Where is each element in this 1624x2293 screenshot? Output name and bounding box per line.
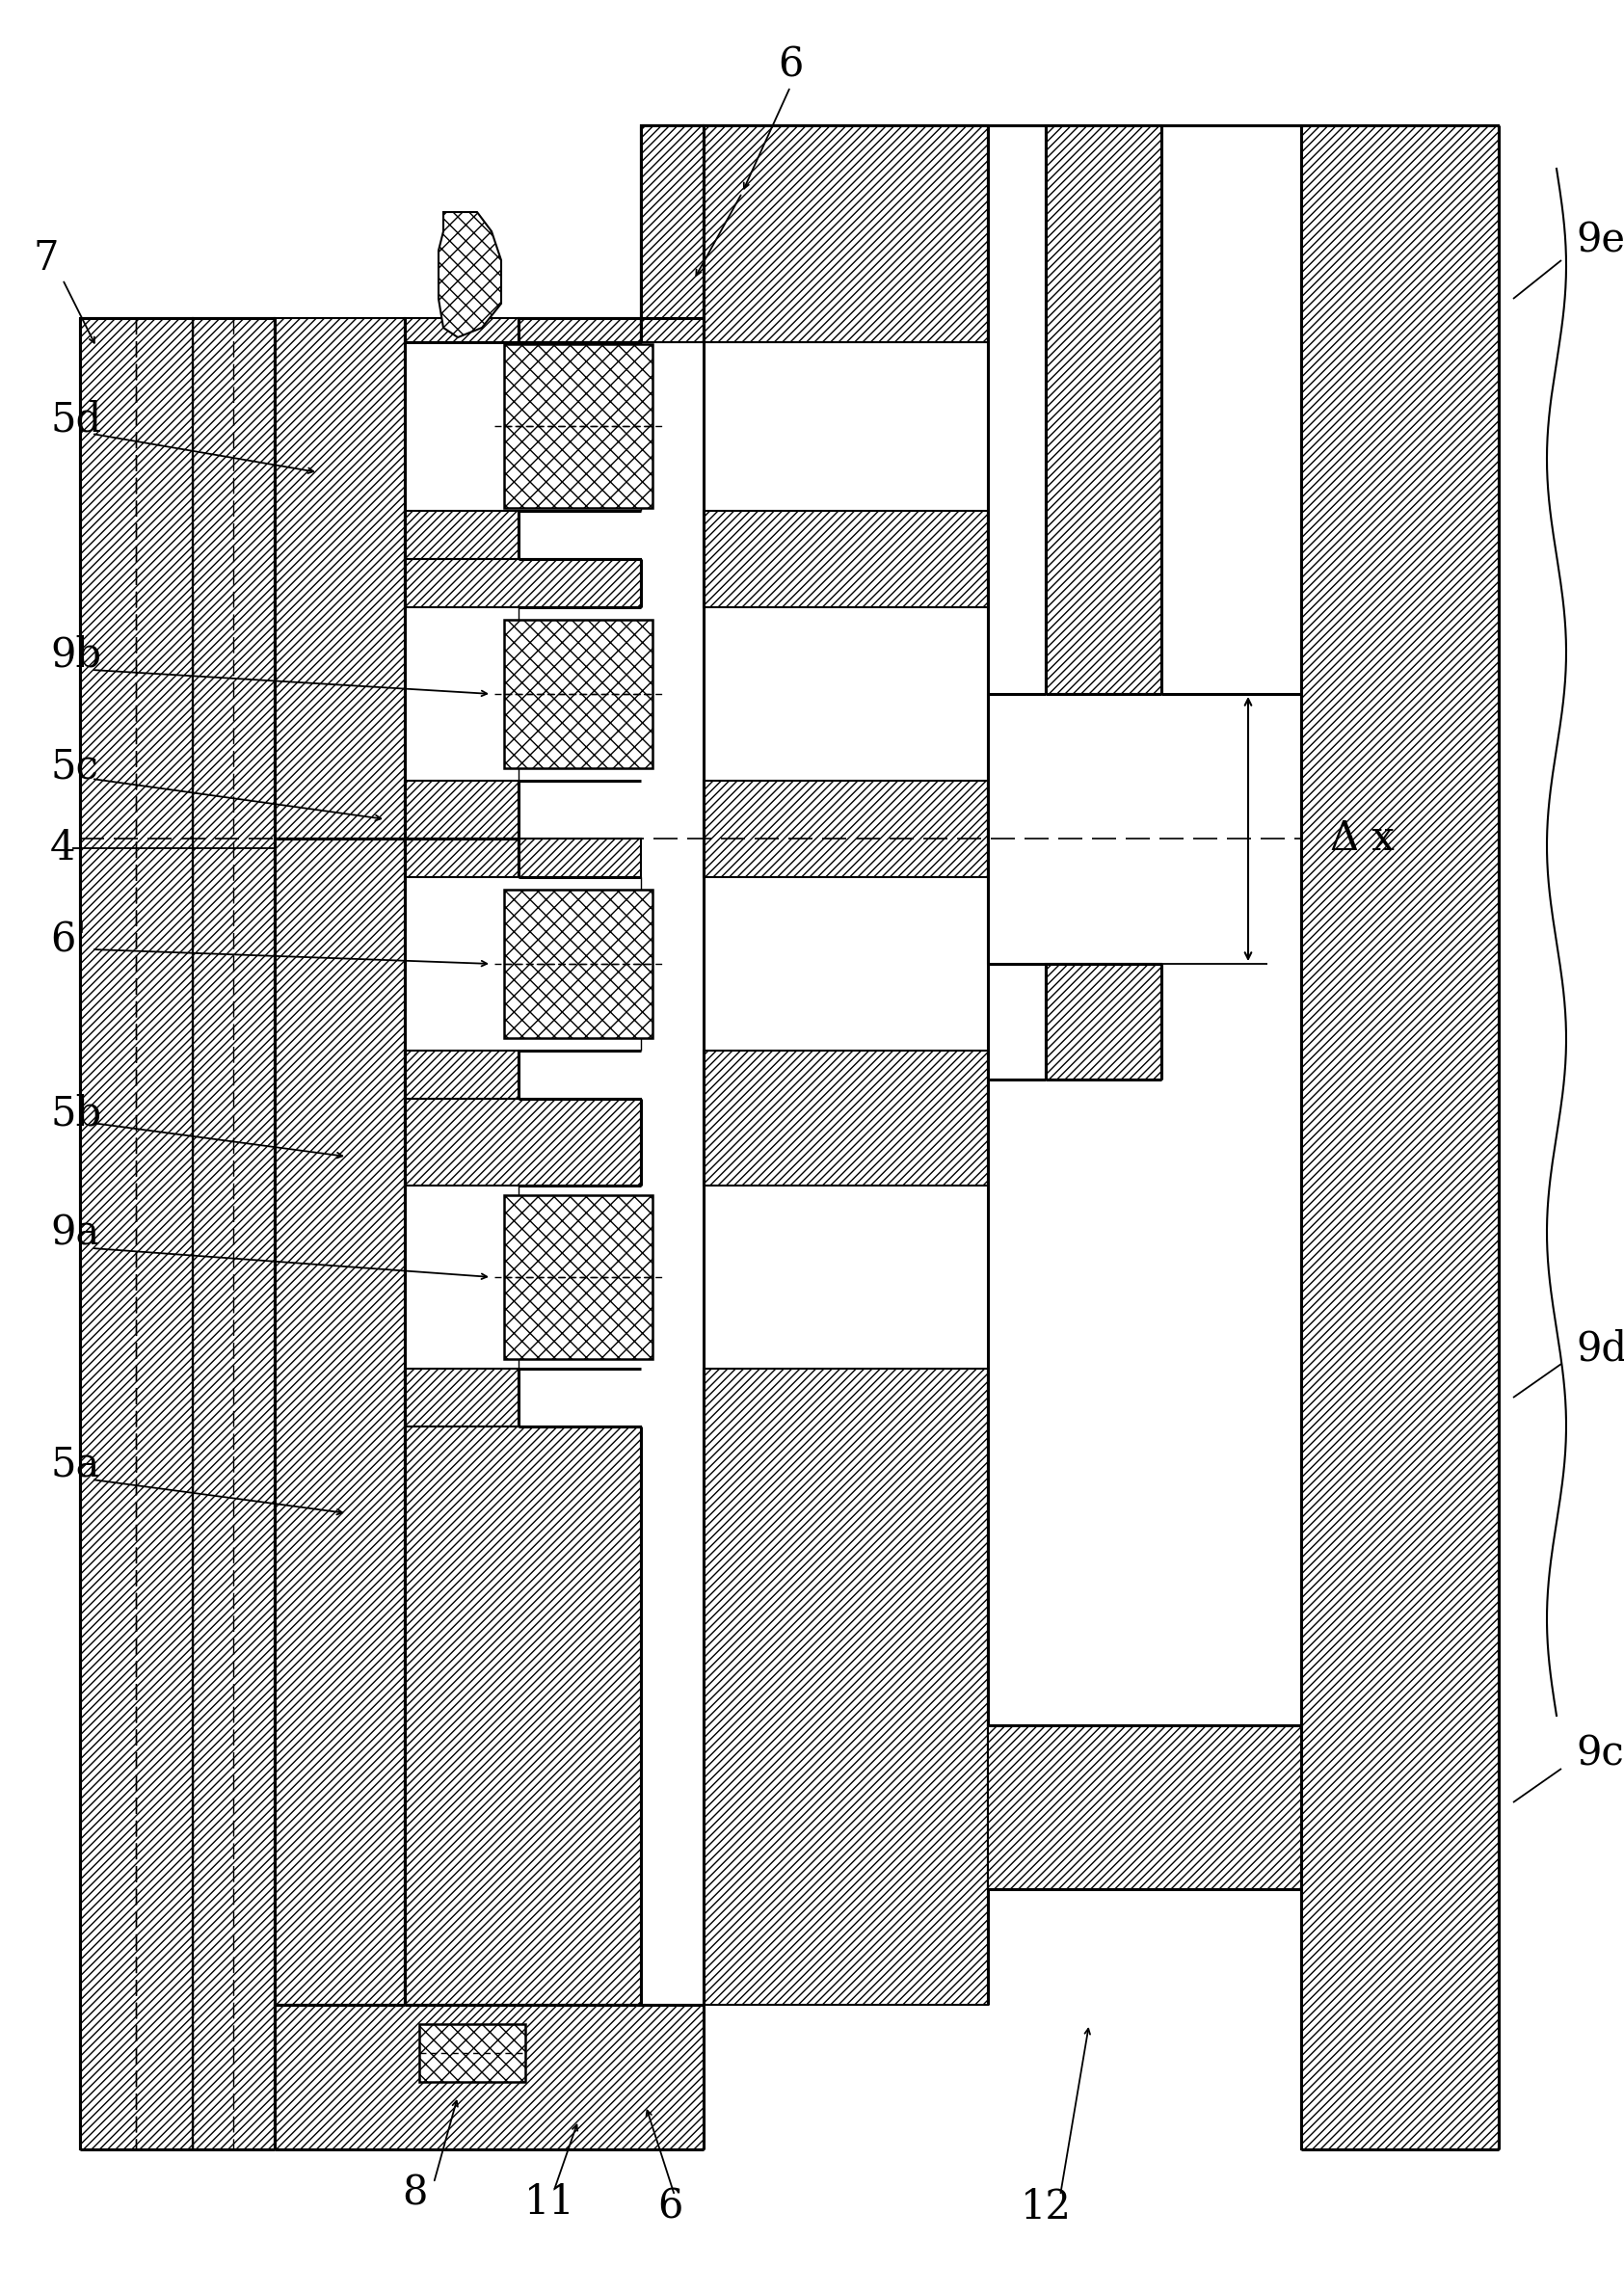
Polygon shape	[703, 511, 987, 608]
Text: 9d: 9d	[1575, 1330, 1624, 1369]
Polygon shape	[1301, 126, 1499, 2149]
Polygon shape	[518, 839, 641, 878]
Text: 5b: 5b	[50, 1094, 101, 1133]
Polygon shape	[404, 511, 518, 559]
Polygon shape	[503, 1195, 653, 1360]
Polygon shape	[503, 344, 653, 509]
Polygon shape	[703, 126, 987, 342]
Text: 5a: 5a	[50, 1445, 99, 1486]
Polygon shape	[987, 1724, 1301, 1889]
Polygon shape	[419, 2025, 525, 2082]
Polygon shape	[404, 780, 518, 839]
Polygon shape	[404, 1050, 518, 1098]
Polygon shape	[404, 1098, 641, 1185]
Polygon shape	[404, 1426, 641, 2004]
Text: 5d: 5d	[50, 399, 101, 440]
Polygon shape	[1046, 963, 1161, 1080]
Polygon shape	[404, 319, 518, 342]
Polygon shape	[404, 839, 518, 878]
Text: 9a: 9a	[50, 1213, 99, 1254]
Text: 4: 4	[50, 828, 76, 869]
Text: 9b: 9b	[50, 635, 101, 676]
Polygon shape	[274, 839, 404, 2004]
Polygon shape	[641, 126, 703, 342]
Text: 7: 7	[34, 238, 58, 277]
Polygon shape	[274, 2004, 703, 2149]
Polygon shape	[641, 126, 987, 342]
Text: 9e: 9e	[1575, 220, 1624, 261]
Polygon shape	[404, 1369, 518, 1426]
Polygon shape	[438, 211, 502, 337]
Text: 12: 12	[1020, 2188, 1072, 2227]
Polygon shape	[193, 319, 274, 2149]
Text: 6': 6'	[50, 919, 86, 961]
Polygon shape	[503, 619, 653, 768]
Polygon shape	[703, 1369, 987, 2004]
Text: 6: 6	[658, 2188, 682, 2227]
Polygon shape	[404, 559, 641, 608]
Polygon shape	[703, 1050, 987, 1185]
Polygon shape	[518, 319, 641, 342]
Polygon shape	[703, 780, 987, 878]
Text: 5c: 5c	[50, 745, 97, 786]
Polygon shape	[274, 319, 404, 839]
Text: 11: 11	[525, 2183, 575, 2222]
Polygon shape	[1046, 126, 1161, 695]
Text: 8: 8	[401, 2171, 427, 2213]
Text: 9c: 9c	[1575, 1734, 1624, 1775]
Text: 6: 6	[778, 46, 802, 85]
Polygon shape	[503, 890, 653, 1039]
Text: Δ x: Δ x	[1330, 819, 1395, 860]
Polygon shape	[80, 319, 193, 2149]
